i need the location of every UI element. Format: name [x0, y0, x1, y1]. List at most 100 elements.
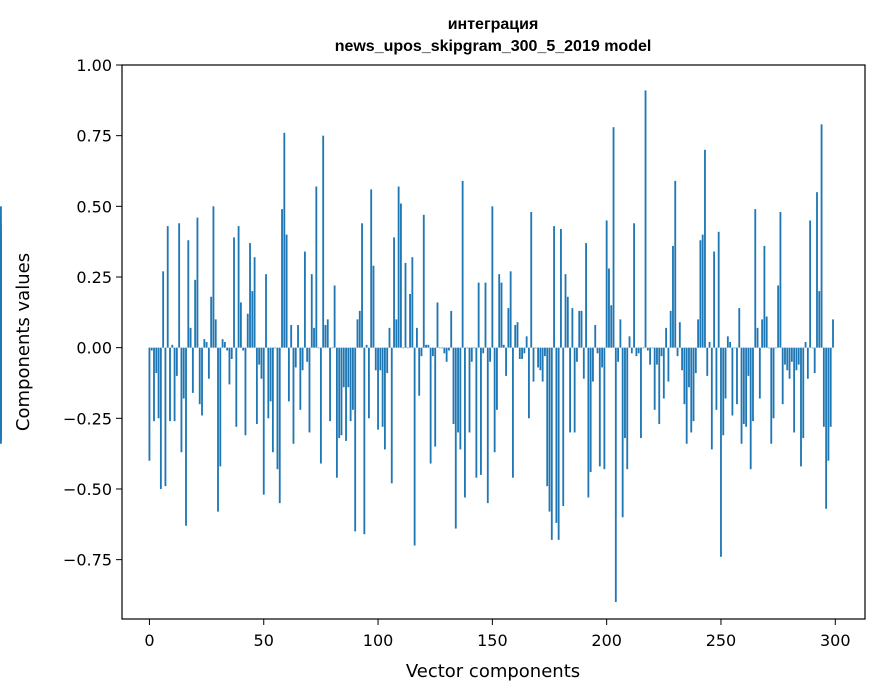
- bar-233: [681, 347, 684, 371]
- bar-185: [571, 308, 574, 348]
- bar-39: [237, 226, 240, 348]
- bar-106: [390, 347, 393, 484]
- bar-97: [370, 189, 373, 348]
- bar-82: [335, 347, 338, 478]
- bar-55: [274, 347, 277, 349]
- bar-284: [797, 347, 800, 365]
- bar-286: [802, 347, 805, 439]
- bar-192: [587, 347, 590, 498]
- y-tick-label: −0.50: [63, 480, 112, 499]
- bar-86: [345, 347, 347, 441]
- bar-103: [383, 347, 386, 450]
- bar-120: [422, 214, 425, 348]
- bar-67: [301, 347, 304, 371]
- bar-260: [742, 347, 745, 424]
- bar-153: [498, 274, 501, 348]
- bar-68: [303, 251, 306, 348]
- bar-287: [804, 342, 807, 348]
- chart-title-line-1: интеграция: [448, 16, 539, 33]
- bar-207: [621, 347, 624, 518]
- bar-283: [795, 347, 798, 371]
- bar-253: [726, 336, 729, 348]
- bar-236: [688, 347, 690, 388]
- bar-83: [338, 347, 341, 439]
- bar-262: [747, 347, 750, 376]
- bar-261: [745, 347, 748, 427]
- bar-59: [283, 132, 286, 348]
- bar-80: [331, 347, 334, 349]
- bar-168: [532, 347, 535, 382]
- bar-undefined: [0, 223, 2, 348]
- bar-58: [281, 209, 283, 348]
- bar-268: [761, 319, 764, 348]
- bar-239: [694, 347, 697, 374]
- bar-13: [178, 223, 181, 348]
- y-tick-label: −0.25: [63, 409, 112, 428]
- bar-186: [573, 347, 576, 433]
- bar-266: [756, 327, 759, 348]
- bar-127: [438, 347, 441, 349]
- bar-43: [246, 313, 249, 348]
- bar-158: [509, 271, 512, 348]
- bar-265: [754, 209, 757, 348]
- bar-228: [669, 310, 672, 348]
- bar-237: [690, 347, 693, 433]
- bar-107: [393, 237, 395, 348]
- bar-246: [710, 347, 713, 450]
- bar-16: [185, 347, 187, 526]
- bar-181: [562, 347, 565, 506]
- bar-273: [772, 347, 775, 419]
- bar-157: [507, 308, 510, 348]
- bar-151: [493, 347, 496, 453]
- bar-267: [758, 347, 761, 399]
- bar-48: [258, 347, 261, 365]
- bar-70: [308, 347, 311, 433]
- bar-133: [452, 347, 455, 424]
- bar-288: [806, 347, 809, 379]
- bar-137: [461, 180, 464, 348]
- bar-29: [214, 319, 217, 348]
- bar-undefined: [0, 347, 2, 441]
- bar-163: [521, 347, 523, 359]
- bar-147: [484, 282, 487, 348]
- bar-132: [450, 310, 453, 348]
- bar-109: [397, 186, 400, 348]
- bar-102: [381, 347, 384, 427]
- bar-245: [708, 342, 711, 348]
- bar-116: [413, 347, 416, 546]
- bar-94: [363, 347, 366, 535]
- bar-18: [189, 327, 192, 348]
- plot-frame: [121, 64, 866, 620]
- bar-263: [749, 347, 752, 470]
- bar-165: [525, 336, 528, 348]
- bar-277: [781, 347, 784, 405]
- bar-118: [418, 347, 421, 396]
- bar-205: [617, 347, 620, 362]
- bar-77: [324, 325, 327, 348]
- bar-4: [157, 347, 160, 419]
- bar-200: [605, 220, 608, 348]
- bar-184: [569, 347, 571, 433]
- bar-36: [230, 347, 233, 359]
- bar-30: [217, 347, 219, 512]
- bar-247: [713, 251, 716, 348]
- bar-117: [416, 327, 418, 348]
- bar-69: [306, 347, 309, 362]
- bar-176: [550, 347, 553, 540]
- bar-213: [635, 347, 638, 357]
- bar-129: [443, 347, 446, 354]
- bar-249: [717, 231, 720, 348]
- bar-124: [432, 347, 434, 357]
- bar-19: [191, 347, 194, 393]
- bar-293: [818, 291, 821, 348]
- bar-78: [326, 319, 329, 348]
- bar-139: [466, 347, 469, 349]
- bar-75: [319, 347, 322, 464]
- bar-85: [342, 347, 345, 388]
- bar-41: [242, 347, 245, 351]
- bar-173: [544, 347, 546, 357]
- bar-250: [720, 347, 722, 557]
- bar-188: [578, 310, 581, 348]
- bar-183: [566, 296, 569, 348]
- bar-series: [0, 90, 834, 603]
